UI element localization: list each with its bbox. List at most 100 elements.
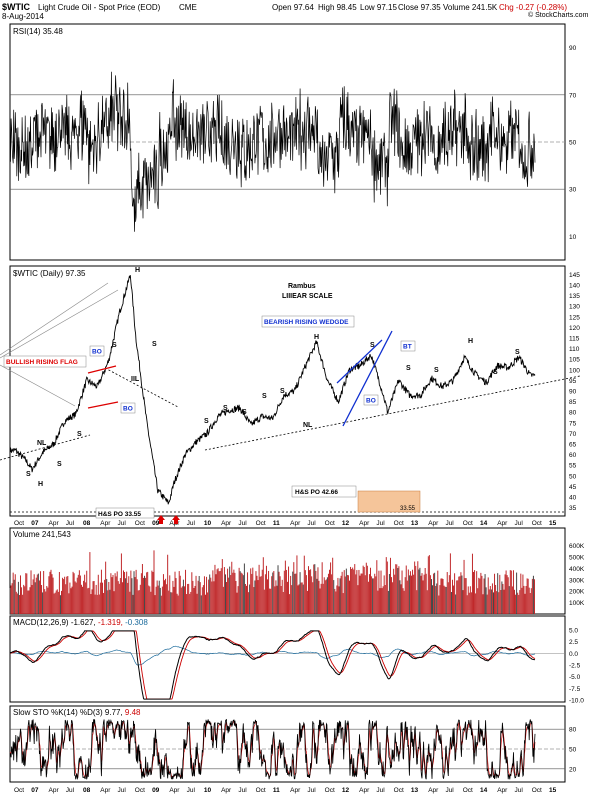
sto-title-label: Slow STO %K(14) %D(3) [13,708,103,717]
macd-tick-label: 2.5 [569,639,578,646]
price-tick-label: 115 [569,335,580,342]
x-tick-label: Apr [428,520,439,527]
x-tick-label-bottom: Jul [514,787,523,794]
volume-tick-label: 500K [569,555,585,562]
price-tick-label: 100 [569,367,580,374]
volume-title: Volume 241,543 [13,530,71,539]
x-tick-label-bottom: 14 [480,787,488,794]
po-arrow-1 [157,515,165,524]
macd-plot [9,630,565,700]
date-label: 8-Aug-2014 [2,12,44,21]
price-tick-label: 70 [569,431,577,438]
x-tick-label: Apr [290,520,301,527]
sto-k-line [9,718,536,780]
x-tick-label-bottom: Apr [290,787,301,794]
volume-value: Volume 241.5K [443,3,498,12]
po2-value: 33.55 [400,506,416,512]
flag-upper-line [87,365,117,374]
pattern-letter: S [262,393,267,400]
price-tick-label: 80 [569,410,577,417]
x-tick-label: Oct [532,520,542,527]
x-tick-label-bottom: Apr [49,787,60,794]
x-tick-label: Jul [66,520,75,527]
x-tick-label-bottom: 09 [152,787,160,794]
rsi-tick-label: 10 [569,234,577,241]
po-target-zone [357,490,421,513]
neckline-label: NL [303,422,313,429]
pattern-letter: S [434,367,439,374]
sto-tick-label: 50 [569,747,577,754]
x-tick-label-bottom: Apr [497,787,508,794]
x-tick-label-bottom: Apr [169,787,180,794]
pattern-letter: S [280,388,285,395]
x-tick-label: 13 [411,520,419,527]
flag-breakout-line [104,367,179,408]
bo-label-3: BO [366,398,376,405]
volume-plot [9,550,535,614]
price-tick-label: 65 [569,442,577,449]
axes: 145 140 135 130 125 120 115 110 105 100 95 90 85 80 75… [14,45,585,794]
sto-title: Slow STO %K(14) %D(3) 9.77, 9.48 [13,708,141,717]
flag-lower-line [87,401,119,409]
flag-label-box [3,355,87,368]
pattern-letter: H [135,267,140,274]
rsi-tick-label: 90 [569,45,577,52]
x-tick-label: 12 [342,520,350,527]
flag-pointer-line [0,364,76,407]
flag-pointer-line [0,289,119,359]
wedge-label: BEARISH RISING WEDGDE [264,319,349,326]
high-value: High 98.45 [318,3,357,12]
x-tick-label-bottom: Jul [118,787,127,794]
x-tick-label: 09 [152,520,160,527]
rsi-tick-label: 50 [569,140,577,147]
pattern-letter: S [493,369,498,376]
pattern-letter: S [77,431,82,438]
x-tick-label: Jul [376,520,385,527]
pattern-letter: IIL [131,376,140,383]
pattern-letter: S [223,405,228,412]
price-title: $WTIC (Daily) 97.35 [13,269,86,278]
x-tick-label: Oct [135,520,145,527]
x-tick-label-bottom: 07 [31,787,39,794]
neckline-early [0,434,91,461]
x-tick-label-bottom: 10 [204,787,212,794]
sto-k-value: 9.77, [105,708,123,717]
x-tick-label-bottom: Jul [66,787,75,794]
x-tick-label: Apr [49,520,60,527]
x-tick-label-bottom: 15 [549,787,557,794]
macd-title: MACD(12,26,9) -1.627, -1.319, -0.308 [13,618,148,627]
price-tick-label: 40 [569,495,577,502]
volume-tick-label: 400K [569,566,585,573]
macd-panel [9,615,566,703]
rsi-tick-label: 70 [569,92,577,99]
x-tick-label-bottom: Apr [221,787,232,794]
x-tick-label: Oct [325,520,335,527]
x-tick-label: Jul [118,520,127,527]
rambus-label: Rambus [288,283,316,290]
x-tick-label: Oct [14,520,24,527]
pattern-letter: S [57,461,62,468]
macd-signal-value: -1.319, [98,618,123,627]
volume-tick-label: 300K [569,577,585,584]
price-tick-label: 140 [569,282,580,289]
price-tick-label: 35 [569,505,577,512]
wedge-lower-line [342,330,393,427]
pattern-letter: H [314,334,319,341]
x-tick-label: Apr [100,520,111,527]
bt-label: BT [403,344,412,351]
neckline-label: NL [37,440,47,447]
macd-hist-value: -0.308 [125,618,148,627]
price-tick-label: 145 [569,272,580,279]
bo-label-2-box [120,402,136,414]
x-tick-label: Jul [238,520,247,527]
po-arrow-2 [172,515,180,524]
price-tick-label: 105 [569,357,580,364]
x-tick-label: Jul [514,520,523,527]
change-value: Chg -0.27 (-0.28%) [499,3,568,12]
x-tick-label-bottom: Jul [238,787,247,794]
pattern-letter: H [38,481,43,488]
po2-label: H&S PO 42.66 [295,489,338,496]
pattern-letter: S [204,418,209,425]
